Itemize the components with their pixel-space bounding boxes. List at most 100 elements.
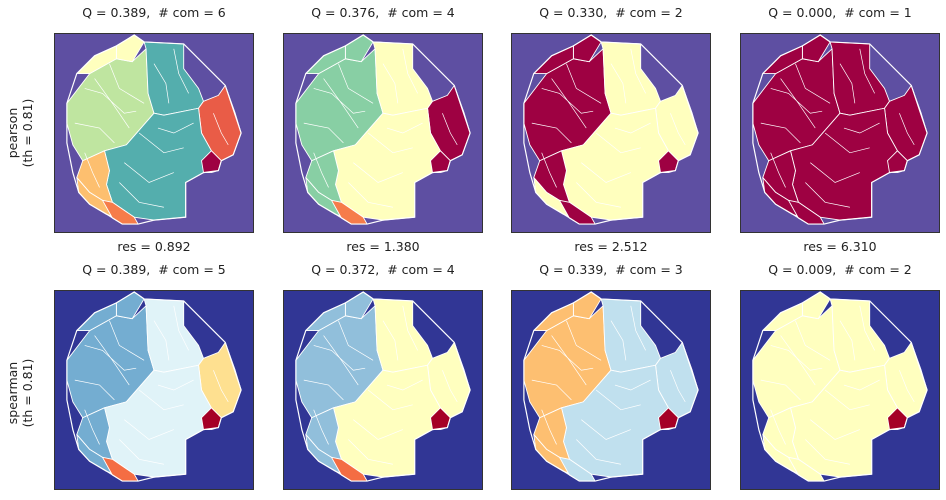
parcel-boundary-line <box>843 122 880 134</box>
parcel-boundary-line <box>551 335 587 386</box>
parcel-boundary-line <box>581 162 631 183</box>
panel-title: Q = 0.009, # com = 2 <box>768 262 912 277</box>
parcel-boundary-line <box>805 182 850 208</box>
parcel-boundary-line <box>313 88 366 114</box>
parcel-boundary-line <box>338 320 374 361</box>
parcel-boundary-line <box>839 320 856 361</box>
brain-region-map <box>741 291 939 489</box>
parcel-boundary-line <box>780 335 816 386</box>
parcel-boundary-line <box>173 48 189 94</box>
parcel-boundary-line <box>323 335 359 386</box>
parcel-boundary-line <box>630 48 646 94</box>
brain-outline <box>523 34 699 225</box>
parcel-boundary-line <box>138 132 184 154</box>
brain-map-frame <box>740 33 940 233</box>
parcel-boundary-line <box>541 345 594 371</box>
parcel-boundary-line <box>94 335 130 386</box>
parcel-boundary-line <box>84 345 137 371</box>
brain-map-frame <box>283 290 483 490</box>
parcel-boundary-line <box>173 305 189 351</box>
parcel-boundary-line <box>810 162 860 183</box>
parcel-boundary-line <box>353 162 403 183</box>
panel-title: Q = 0.389, # com = 5 <box>82 262 226 277</box>
panel-title: Q = 0.372, # com = 4 <box>311 262 455 277</box>
parcel-boundary-line <box>94 78 130 129</box>
parcel-boundary-line <box>670 113 686 146</box>
parcel-boundary-line <box>382 320 399 361</box>
parcel-boundary-line <box>824 132 870 154</box>
panel-spearman-3: Q = 0.339, # com = 3 <box>511 262 711 490</box>
parcel-boundary-line <box>859 48 875 94</box>
panel-pearson-2: Q = 0.376, # com = 4 res = 1.380 <box>283 5 483 254</box>
row-label-line2: (th = 0.81) <box>20 98 35 167</box>
panel-pearson-3: Q = 0.330, # com = 2 res = 2.512 <box>511 5 711 254</box>
parcel-boundary-line <box>402 48 418 94</box>
parcel-boundary-line <box>84 152 100 188</box>
row-label-line1: pearson <box>5 107 20 158</box>
parcel-boundary-line <box>566 63 602 104</box>
parcel-boundary-line <box>382 63 399 104</box>
panel-title: Q = 0.000, # com = 1 <box>768 5 912 20</box>
parcel-boundary-line <box>367 132 413 154</box>
brain-region-map <box>55 34 253 232</box>
row-label-pearson: pearson (th = 0.81) <box>0 30 40 235</box>
parcel-boundary-line <box>303 379 344 401</box>
brain-map-frame <box>740 290 940 490</box>
parcel-boundary-line <box>313 409 329 445</box>
parcel-boundary-line <box>109 63 145 104</box>
parcel-boundary-line <box>124 162 174 183</box>
row-label-line2: (th = 0.81) <box>20 358 35 427</box>
parcel-boundary-line <box>348 182 393 208</box>
brain-region-map <box>741 34 939 232</box>
parcel-boundary-line <box>213 113 229 146</box>
parcel-boundary-line <box>348 439 393 465</box>
parcel-boundary-line <box>595 132 641 154</box>
row-label-line1: spearman <box>5 361 20 424</box>
brain-region-map <box>284 291 482 489</box>
parcel-boundary-line <box>153 63 170 104</box>
row-label-spearman: spearman (th = 0.81) <box>0 290 40 495</box>
parcel-boundary-line <box>780 78 816 129</box>
parcel-boundary-line <box>760 122 801 144</box>
parcel-boundary-line <box>119 182 164 208</box>
parcel-boundary-line <box>770 88 823 114</box>
parcel-boundary-line <box>581 419 631 440</box>
brain-outline <box>752 34 928 225</box>
parcel-boundary-line <box>338 63 374 104</box>
parcel-boundary-line <box>770 345 823 371</box>
brain-outline <box>523 291 699 482</box>
parcel-boundary-line <box>805 439 850 465</box>
parcel-boundary-line <box>576 182 621 208</box>
parcel-boundary-line <box>74 379 115 401</box>
brain-outline <box>295 34 471 225</box>
parcel-boundary-line <box>442 370 458 403</box>
parcel-boundary-line <box>386 379 423 391</box>
parcel-boundary-line <box>402 305 418 351</box>
parcel-boundary-line <box>899 370 915 403</box>
parcel-boundary-line <box>824 389 870 411</box>
parcel-boundary-line <box>595 389 641 411</box>
parcel-boundary-line <box>323 78 359 129</box>
parcel-boundary-line <box>313 345 366 371</box>
parcel-boundary-line <box>839 63 856 104</box>
parcel-boundary-line <box>303 122 344 144</box>
parcel-boundary-line <box>531 122 572 144</box>
resolution-label: res = 0.892 <box>117 239 191 254</box>
parcel-boundary-line <box>795 320 831 361</box>
panel-title: Q = 0.376, # com = 4 <box>311 5 455 20</box>
parcel-boundary-line <box>138 389 184 411</box>
brain-region-map <box>512 291 710 489</box>
parcel-boundary-line <box>810 419 860 440</box>
parcel-boundary-line <box>84 88 137 114</box>
parcel-boundary-line <box>157 379 194 391</box>
brain-outline <box>295 291 471 482</box>
parcel-boundary-line <box>610 63 627 104</box>
brain-region-map <box>284 34 482 232</box>
parcel-boundary-line <box>353 419 403 440</box>
parcel-boundary-line <box>670 370 686 403</box>
parcel-boundary-line <box>551 78 587 129</box>
parcel-boundary-line <box>84 409 100 445</box>
brain-map-frame <box>511 290 711 490</box>
parcel-boundary-line <box>859 305 875 351</box>
brain-outline <box>752 291 928 482</box>
